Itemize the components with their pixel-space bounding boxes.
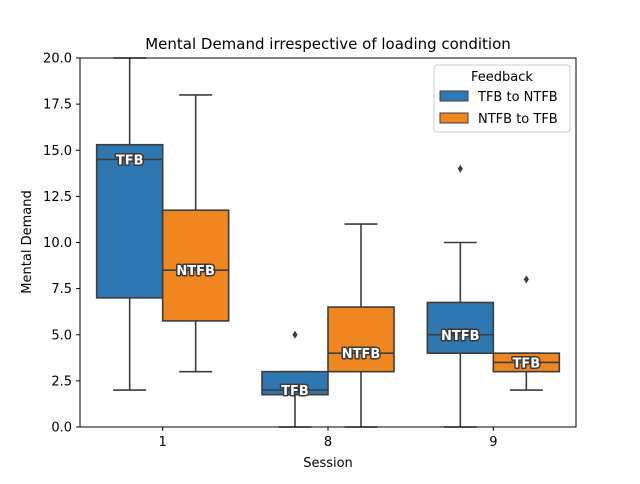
box-tfb-to-ntfb-session-8: TFB: [261, 330, 329, 428]
y-tick-label: 7.5: [51, 282, 72, 297]
box-label: NTFB: [342, 347, 381, 362]
axes: 0.0 2.5 5.0 7.5 10.0 12.5 15.0 17.5 20.0 1 8 9: [43, 52, 497, 451]
box-ntfb-to-tfb-session-1: NTFB: [161, 94, 230, 373]
y-tick-label: 20.0: [43, 52, 72, 67]
legend-swatch-tfb-to-ntfb: [439, 90, 469, 102]
box-iqr: [161, 209, 230, 322]
outlier-point: [523, 275, 529, 284]
box-iqr: [327, 306, 395, 373]
legend-title: Feedback: [471, 70, 533, 85]
legend: Feedback TFB to NTFB NTFB to TFB: [433, 64, 571, 133]
legend-label-ntfb-to-tfb: NTFB to TFB: [478, 112, 558, 127]
box-label: NTFB: [441, 329, 480, 344]
y-tick-label: 2.5: [51, 374, 72, 389]
x-tick-label: 8: [324, 435, 332, 450]
box-label: NTFB: [176, 264, 215, 279]
y-tick-label: 5.0: [51, 328, 72, 343]
y-tick-label: 10.0: [43, 236, 72, 251]
box-ntfb-to-tfb-session-9: TFB: [492, 275, 561, 391]
y-tick-label: 12.5: [43, 190, 72, 205]
x-tick-label: 9: [489, 435, 497, 450]
plot-area: TFB TFB NTFB NTFB NTFB TFB: [95, 57, 561, 428]
box-ntfb-to-tfb-session-8: NTFB: [327, 223, 395, 428]
outlier-point: [457, 164, 463, 173]
y-tick-label: 0.0: [51, 421, 72, 436]
box-label: TFB: [116, 153, 144, 168]
box-iqr: [426, 301, 495, 354]
box-tfb-to-ntfb-session-9: NTFB: [426, 164, 495, 428]
legend-label-tfb-to-ntfb: TFB to NTFB: [477, 90, 558, 105]
box-label: TFB: [281, 384, 309, 399]
y-axis-label: Mental Demand: [20, 190, 35, 293]
y-tick-label: 17.5: [43, 98, 72, 113]
outlier-point: [292, 330, 298, 339]
box-tfb-to-ntfb-session-1: TFB: [95, 57, 164, 391]
chart-title: Mental Demand irrespective of loading co…: [145, 35, 511, 53]
y-tick-label: 15.0: [43, 144, 72, 159]
x-axis-label: Session: [303, 456, 353, 471]
box-iqr: [261, 370, 329, 396]
x-tick-label: 1: [159, 435, 167, 450]
box-label: TFB: [512, 356, 540, 371]
box-iqr: [95, 143, 164, 299]
legend-swatch-ntfb-to-tfb: [439, 112, 469, 124]
